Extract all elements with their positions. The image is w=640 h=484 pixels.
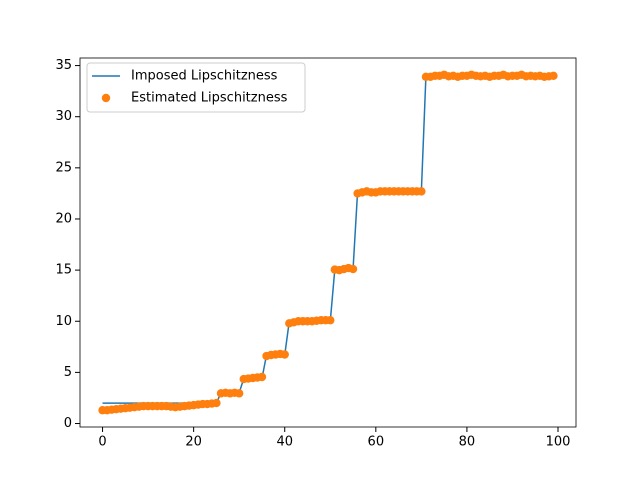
legend-box [86, 62, 306, 113]
x-tick-label: 40 [276, 435, 293, 450]
x-tick-label: 80 [459, 435, 476, 450]
x-tick-label: 20 [185, 435, 202, 450]
series-line [102, 75, 554, 404]
legend-label: Imposed Lipschitzness [131, 69, 278, 84]
y-tick-label: 0 [64, 416, 72, 431]
x-tick-label: 60 [368, 435, 385, 450]
data-point [280, 350, 289, 359]
axes-frame [79, 57, 577, 428]
data-point [326, 316, 335, 325]
x-tick-label: 100 [546, 435, 571, 450]
legend-label: Estimated Lipschitzness [131, 91, 288, 106]
data-point [234, 389, 244, 398]
data-point [417, 187, 426, 196]
y-tick-label: 5 [64, 365, 72, 380]
data-point [348, 264, 358, 274]
data-point [257, 372, 267, 382]
y-tick-label: 10 [55, 314, 72, 329]
y-tick-label: 25 [55, 160, 72, 175]
y-tick-label: 35 [55, 58, 72, 73]
y-tick-label: 15 [55, 263, 72, 278]
x-tick-label: 0 [98, 435, 106, 450]
legend-marker [101, 93, 111, 103]
y-tick-label: 30 [55, 109, 72, 124]
data-point [549, 71, 558, 80]
y-tick-label: 20 [55, 211, 72, 226]
data-point [212, 398, 221, 408]
